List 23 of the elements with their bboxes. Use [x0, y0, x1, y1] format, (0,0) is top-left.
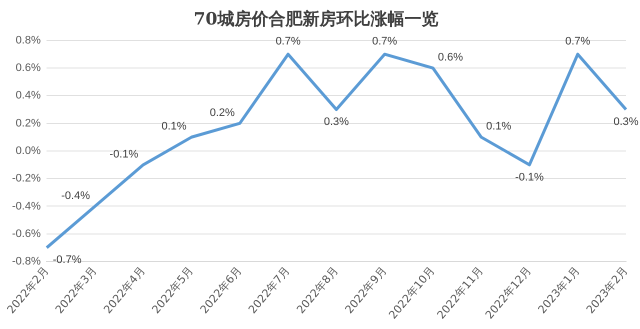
- data-label: 0.3%: [324, 116, 350, 128]
- y-tick-label: -0.8%: [12, 256, 41, 268]
- y-tick-label: 0.8%: [16, 34, 41, 46]
- data-label: -0.4%: [61, 190, 90, 202]
- data-label: 0.7%: [372, 36, 398, 48]
- data-label: 0.1%: [486, 120, 512, 133]
- y-tick-label: -0.6%: [12, 228, 41, 240]
- y-tick-label: 0.6%: [16, 62, 41, 74]
- data-label: 0.7%: [565, 36, 590, 48]
- data-label: -0.1%: [110, 148, 138, 160]
- data-label: -0.1%: [515, 171, 544, 184]
- y-tick-label: -0.4%: [12, 200, 41, 212]
- data-label: -0.7%: [52, 254, 82, 266]
- data-label: 0.2%: [210, 106, 236, 119]
- data-label: 0.3%: [613, 116, 639, 128]
- y-tick-label: 0.0%: [16, 144, 41, 157]
- data-label: 0.7%: [276, 36, 301, 48]
- y-tick-label: -0.2%: [12, 172, 41, 185]
- data-label: 0.6%: [438, 52, 464, 64]
- y-tick-label: 0.2%: [16, 117, 41, 130]
- chart-title: 70城房价合肥新房环比涨幅一览: [194, 10, 438, 30]
- y-tick-label: 0.4%: [16, 90, 41, 102]
- data-label: 0.1%: [161, 120, 187, 133]
